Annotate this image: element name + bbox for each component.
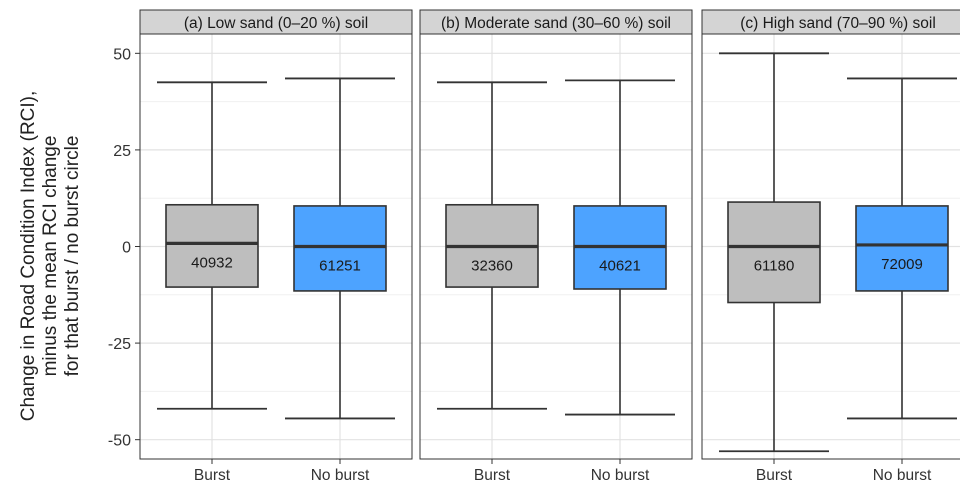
- y-tick-label: -25: [108, 336, 131, 353]
- box-no-burst: 72009: [847, 77, 957, 420]
- box-burst: 61180: [719, 52, 829, 453]
- count-label: 61251: [319, 258, 361, 275]
- y-axis-title-line-2: minus the mean RCI change: [40, 136, 61, 377]
- iqr-box: [165, 203, 259, 288]
- facet-panel: (b) Moderate sand (30–60 %) soil 32360 406…: [419, 9, 693, 484]
- count-label: 40621: [599, 258, 641, 275]
- panel-border: [139, 33, 413, 460]
- x-tick-label: Burst: [474, 467, 511, 484]
- x-tick-label: No burst: [311, 467, 370, 484]
- facet-panels: (a) Low sand (0–20 %) soil 40932 61251 Burs…: [139, 9, 960, 484]
- panel-border: [419, 33, 693, 460]
- box-burst: 40932: [157, 81, 267, 410]
- facet-title: (b) Moderate sand (30–60 %) soil: [441, 15, 671, 32]
- y-axis-title-line-3: for that burst / no burst circle: [62, 136, 83, 377]
- y-tick-label: 0: [122, 240, 131, 257]
- facet-strip: [139, 9, 413, 35]
- count-label: 72009: [881, 256, 923, 273]
- iqr-box: [727, 201, 821, 304]
- panel-border: [701, 33, 960, 460]
- count-label: 32360: [471, 258, 513, 275]
- box-no-burst: 40621: [565, 79, 675, 416]
- iqr-box: [855, 205, 949, 292]
- facet-panel: (c) High sand (70–90 %) soil 61180 72009 Bu…: [701, 9, 960, 484]
- facet-strip: [419, 9, 693, 35]
- facet-title: (a) Low sand (0–20 %) soil: [184, 15, 368, 32]
- count-label: 61180: [754, 258, 795, 275]
- box-no-burst: 61251: [285, 77, 395, 420]
- box-burst: 32360: [437, 81, 547, 410]
- y-axis-title-line-1: Change in Road Condition Index (RCI),: [18, 91, 39, 422]
- y-tick-label: 50: [113, 46, 131, 63]
- y-axis: 50 25 0 -25 -50: [108, 46, 140, 450]
- y-tick-label: -50: [108, 433, 131, 450]
- x-tick-label: No burst: [873, 467, 932, 484]
- x-tick-label: No burst: [591, 467, 650, 484]
- x-tick-label: Burst: [194, 467, 231, 484]
- y-axis-title: Change in Road Condition Index (RCI), mi…: [18, 91, 83, 422]
- facet-title: (c) High sand (70–90 %) soil: [740, 15, 936, 32]
- facet-panel: (a) Low sand (0–20 %) soil 40932 61251 Burs…: [139, 9, 413, 484]
- iqr-box: [293, 205, 387, 292]
- y-tick-label: 25: [113, 143, 131, 160]
- count-label: 40932: [191, 254, 233, 271]
- x-tick-label: Burst: [756, 467, 793, 484]
